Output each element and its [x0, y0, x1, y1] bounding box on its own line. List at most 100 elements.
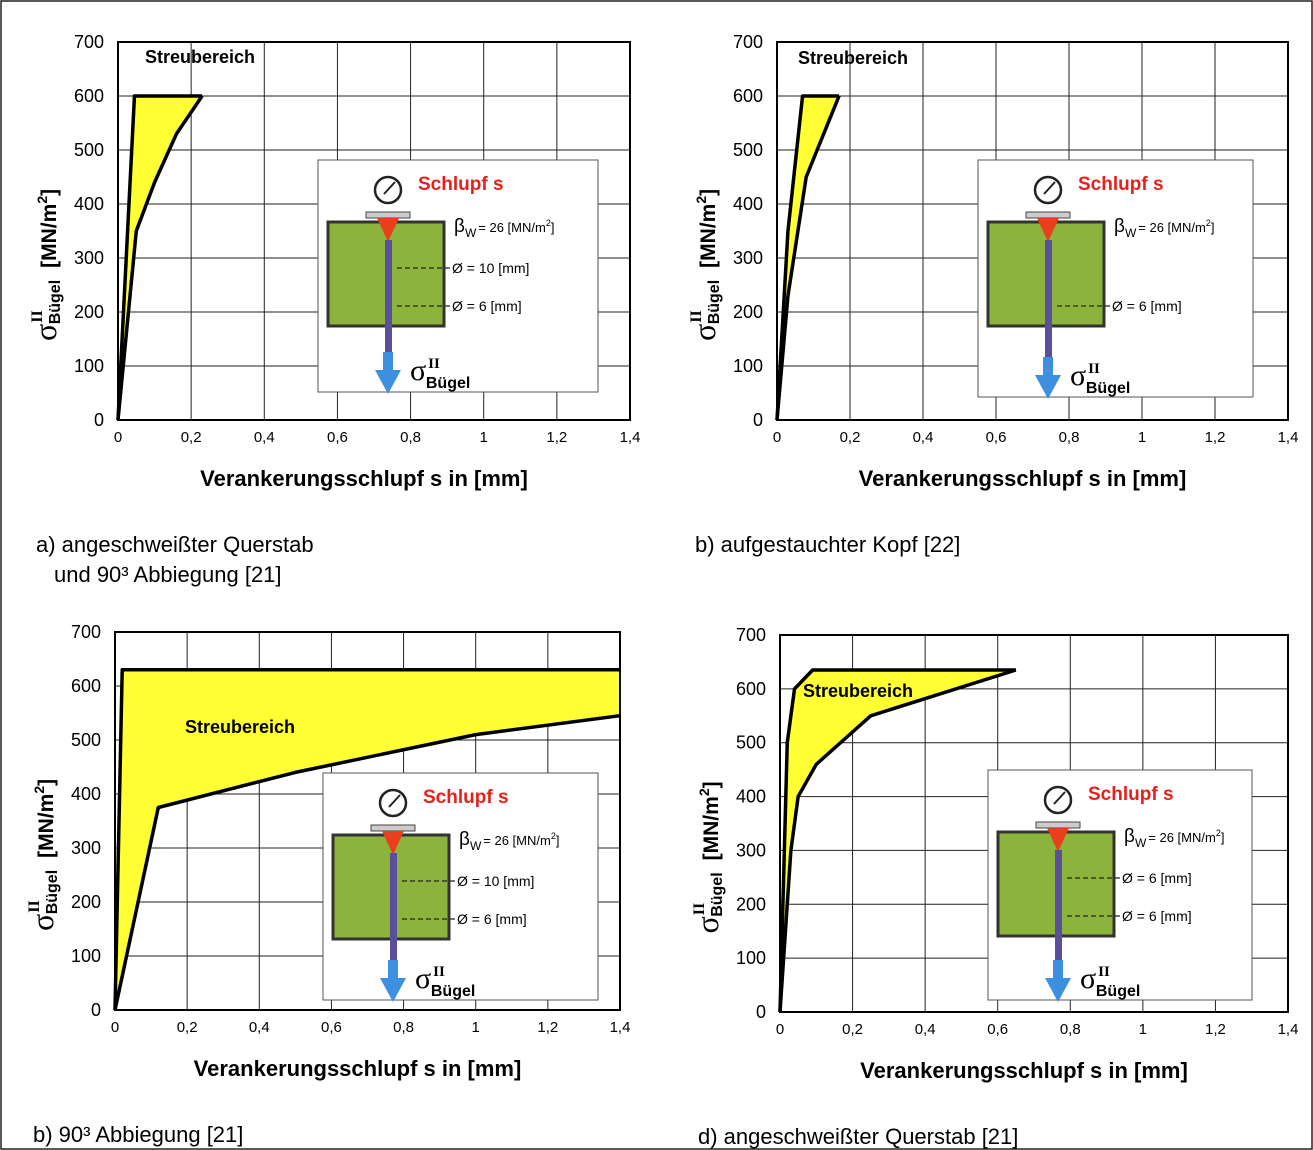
y-tick-label: 400 [733, 194, 763, 214]
y-tick-label: 200 [74, 302, 104, 322]
x-tick-label: 1 [480, 429, 488, 446]
y-tick-label: 0 [91, 1000, 101, 1020]
x-tick-label: 0,8 [393, 1019, 414, 1036]
y-tick-label: 100 [74, 356, 104, 376]
slip-label: Schlupf s [1088, 784, 1174, 805]
y-tick-label: 100 [733, 356, 763, 376]
beta-text: = 26 [MN/m [1148, 830, 1216, 845]
ylabel-subscript: Bügel [706, 280, 723, 324]
x-tick-label: 1,2 [537, 1019, 558, 1036]
x-tick-label: 0,2 [840, 429, 861, 446]
ylabel-unit: [MN/m [38, 204, 61, 268]
scatter-label: Streubereich [145, 47, 255, 67]
ylabel-unit-end: ] [697, 189, 720, 196]
y-tick-label: 300 [74, 248, 104, 268]
y-tick-label: 0 [94, 410, 104, 430]
x-tick-label: 0,8 [400, 429, 421, 446]
ylabel-superscript: II [29, 310, 46, 322]
x-tick-label: 0,8 [1060, 1021, 1081, 1038]
beta-symbol: β [459, 829, 470, 850]
y-tick-label: 700 [74, 32, 104, 52]
beta-end: ] [1211, 220, 1215, 235]
ylabel-sigma: σ [24, 914, 60, 931]
x-tick-label: 0,4 [915, 1021, 936, 1038]
sigma-symbol: σ [410, 354, 426, 387]
sigma-subscript: Bügel [426, 375, 470, 392]
ylabel-unit-end: ] [700, 781, 723, 788]
caption: b) aufgestauchter Kopf [22] [695, 532, 960, 557]
x-tick-label: 0,4 [249, 1019, 270, 1036]
beta-text: = 26 [MN/m [483, 833, 551, 848]
y-tick-label: 500 [733, 140, 763, 160]
beta-symbol: β [1114, 216, 1125, 237]
sigma-subscript: Bügel [431, 983, 475, 1000]
diameter-label: Ø = 6 [mm] [1122, 908, 1192, 924]
y-tick-label: 500 [74, 140, 104, 160]
y-tick-label: 700 [71, 622, 101, 642]
ylabel-sigma: σ [689, 916, 725, 933]
x-axis-label: Verankerungsschlupf s in [mm] [194, 1056, 522, 1081]
slip-label: Schlupf s [1078, 174, 1164, 195]
caption: b) 90³ Abbiegung [21] [33, 1122, 243, 1147]
beta-end: ] [551, 220, 555, 235]
y-tick-label: 0 [756, 1002, 766, 1022]
slip-label: Schlupf s [423, 787, 509, 808]
sigma-superscript: II [428, 356, 440, 372]
x-tick-label: 0,6 [987, 1021, 1008, 1038]
sigma-subscript: Bügel [1086, 380, 1130, 397]
x-tick-label: 0,2 [842, 1021, 863, 1038]
caption: a) angeschweißter Querstab [36, 532, 314, 557]
x-tick-label: 0 [773, 429, 781, 446]
support-plate [366, 212, 410, 218]
y-tick-label: 700 [733, 32, 763, 52]
ylabel-unit-end: ] [38, 189, 61, 196]
y-tick-label: 600 [74, 86, 104, 106]
scatter-label: Streubereich [798, 48, 908, 68]
ylabel-unit: [MN/m [697, 204, 720, 268]
page: {"chart_data": [ {"type": "area", "xlabe… [0, 0, 1313, 1150]
support-plate [371, 825, 415, 831]
caption: und 90³ Abbiegung [21] [54, 562, 282, 587]
scatter-label: Streubereich [185, 717, 295, 737]
y-tick-label: 500 [736, 733, 766, 753]
x-tick-label: 0,8 [1059, 429, 1080, 446]
ylabel-superscript: II [26, 900, 43, 912]
x-tick-label: 0,6 [327, 429, 348, 446]
y-tick-label: 700 [736, 625, 766, 645]
scatter-label: Streubereich [803, 681, 913, 701]
x-tick-label: 0,6 [321, 1019, 342, 1036]
ylabel-unit-exponent: 2 [693, 196, 709, 204]
x-tick-label: 0,4 [913, 429, 934, 446]
diameter-label: Ø = 6 [mm] [1122, 870, 1192, 886]
x-tick-label: 1,2 [1205, 429, 1226, 446]
y-tick-label: 400 [74, 194, 104, 214]
x-tick-label: 0,2 [181, 429, 202, 446]
sigma-superscript: II [1098, 964, 1110, 980]
ylabel-sigma: σ [27, 324, 63, 341]
x-tick-label: 0,2 [177, 1019, 198, 1036]
ylabel-subscript: Bügel [47, 280, 64, 324]
beta-subscript: W [1135, 836, 1147, 850]
ylabel-superscript: II [688, 310, 705, 322]
y-tick-label: 600 [736, 679, 766, 699]
y-tick-label: 100 [736, 948, 766, 968]
x-axis-label: Verankerungsschlupf s in [mm] [860, 1058, 1188, 1083]
y-tick-label: 200 [71, 892, 101, 912]
beta-end: ] [1221, 830, 1225, 845]
beta-symbol: β [1124, 826, 1135, 847]
y-tick-label: 500 [71, 730, 101, 750]
x-tick-label: 1,4 [1278, 1021, 1299, 1038]
x-tick-label: 0 [114, 429, 122, 446]
ylabel-unit-exponent: 2 [696, 788, 712, 796]
ylabel-unit: [MN/m [700, 796, 723, 860]
x-tick-label: 1 [1139, 1021, 1147, 1038]
x-tick-label: 0 [111, 1019, 119, 1036]
figure: 00,20,40,60,811,21,401002003004005006007… [0, 0, 1313, 1150]
x-tick-label: 1 [1138, 429, 1146, 446]
ylabel-unit-end: ] [35, 779, 58, 786]
y-tick-label: 100 [71, 946, 101, 966]
beta-symbol: β [454, 216, 465, 237]
x-tick-label: 1,2 [546, 429, 567, 446]
x-tick-label: 1 [472, 1019, 480, 1036]
sigma-symbol: σ [1080, 962, 1096, 995]
